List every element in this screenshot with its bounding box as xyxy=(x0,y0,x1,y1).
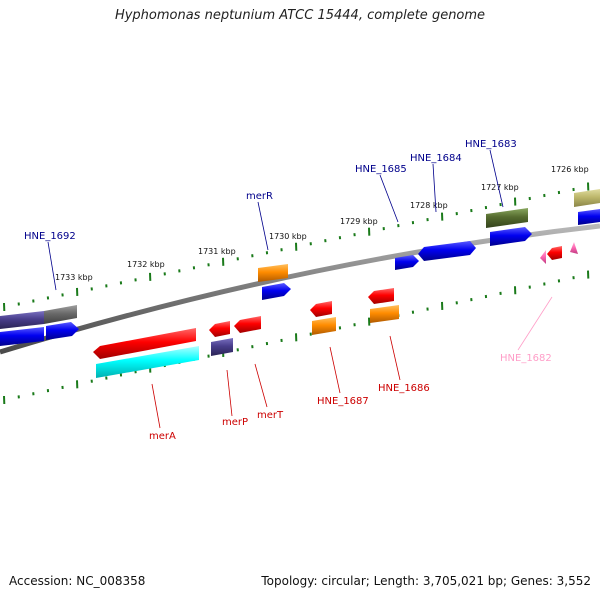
scale-label-1727: 1727 kbp xyxy=(481,183,519,192)
gene-hne-1682[interactable] xyxy=(540,242,578,264)
leader-hne-1682 xyxy=(517,296,553,351)
leader-merR xyxy=(257,201,269,251)
gene-hne-1687[interactable] xyxy=(310,301,332,317)
label-hne-1683[interactable]: HNE_1683 xyxy=(465,139,517,150)
leader-mert xyxy=(254,363,268,408)
label-mera[interactable]: merA xyxy=(149,431,176,442)
scale-label-1729: 1729 kbp xyxy=(340,217,378,226)
scale-label-1731: 1731 kbp xyxy=(198,247,236,256)
scale-label-1726: 1726 kbp xyxy=(551,165,589,174)
gene-khaki-right[interactable] xyxy=(574,189,600,207)
leader-hne-1686 xyxy=(389,335,401,381)
scale-label-1728: 1728 kbp xyxy=(410,201,448,210)
gene-mera[interactable] xyxy=(93,328,196,359)
scale-label-1730: 1730 kbp xyxy=(269,232,307,241)
gene-orange-hne-1686[interactable] xyxy=(370,305,399,323)
gene-feature-blue-left[interactable] xyxy=(46,322,79,340)
gene-hne-1683[interactable] xyxy=(490,227,532,246)
leader-hne-1687 xyxy=(329,346,341,394)
label-merR[interactable]: merR xyxy=(246,191,273,202)
scale-label-1732: 1732 kbp xyxy=(127,260,165,269)
gene-slate-under-merp[interactable] xyxy=(211,338,233,356)
label-hne-1687[interactable]: HNE_1687 xyxy=(317,396,369,407)
gene-hne-1685[interactable] xyxy=(395,255,419,270)
gene-cyan-under-mera[interactable] xyxy=(96,346,199,378)
leader-hne-1685 xyxy=(379,174,399,223)
label-mert[interactable]: merT xyxy=(257,410,284,421)
label-hne-1685[interactable]: HNE_1685 xyxy=(355,164,407,175)
label-hne-1692[interactable]: HNE_1692 xyxy=(24,231,76,242)
gene-olive-hne-1683[interactable] xyxy=(486,208,528,228)
gene-feature-slate-left[interactable] xyxy=(0,311,44,329)
upper-scale-ticks xyxy=(3,182,590,312)
gene-hne-1692[interactable] xyxy=(0,327,44,346)
scale-label-1733: 1733 kbp xyxy=(55,273,93,282)
leader-hne-1684 xyxy=(432,163,437,213)
label-hne-1682[interactable]: HNE_1682 xyxy=(500,353,552,364)
label-hne-1684[interactable]: HNE_1684 xyxy=(410,153,462,164)
gene-hne-1684[interactable] xyxy=(418,241,476,261)
lower-scale-ticks xyxy=(3,270,590,405)
gene-orange-hne-1687[interactable] xyxy=(312,317,336,335)
map-title: Hyphomonas neptunium ATCC 15444, complet… xyxy=(114,8,486,23)
genome-backbone xyxy=(0,223,600,355)
label-hne-1686[interactable]: HNE_1686 xyxy=(378,383,430,394)
gene-hne-1686[interactable] xyxy=(368,288,394,304)
gene-mert[interactable] xyxy=(234,316,261,333)
topology-text: Topology: circular; Length: 3,705,021 bp… xyxy=(261,574,591,588)
gene-feature-gray-left[interactable] xyxy=(44,305,77,324)
leader-mera xyxy=(151,383,161,429)
accession-text: Accession: NC_008358 xyxy=(9,574,146,588)
leader-hne-1692 xyxy=(47,241,57,291)
gene-blue-right[interactable] xyxy=(578,209,600,225)
gene-orange-near-merR[interactable] xyxy=(258,264,288,282)
gene-red-right[interactable] xyxy=(547,246,562,260)
gene-merp[interactable] xyxy=(209,321,230,337)
leader-hne-1683 xyxy=(489,149,504,208)
leader-merp xyxy=(226,369,233,417)
gene-merR[interactable] xyxy=(262,283,291,300)
label-merp[interactable]: merP xyxy=(222,417,248,428)
